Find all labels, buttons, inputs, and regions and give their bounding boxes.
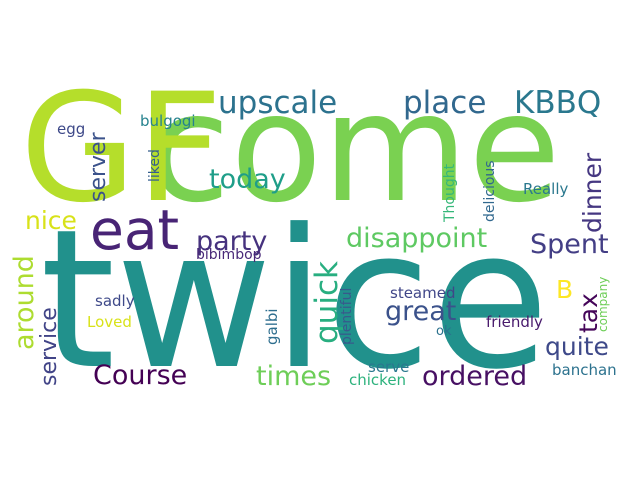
- word-service: service: [37, 307, 62, 386]
- word-kbbq: KBBQ: [514, 85, 602, 121]
- word-around: around: [9, 255, 40, 350]
- word-today: today: [209, 164, 286, 195]
- word-gf: GF: [20, 62, 223, 236]
- word-steamed: steamed: [390, 284, 456, 302]
- word-thought: Thought: [442, 163, 458, 222]
- word-bibimbop: bibimbop: [196, 247, 262, 263]
- word-eat: eat: [90, 198, 180, 262]
- word-liked: liked: [147, 149, 163, 182]
- word-chicken: chicken: [349, 371, 407, 389]
- word-really: Really: [523, 180, 569, 198]
- word-company: company: [596, 276, 610, 332]
- word-ok: ok: [436, 324, 452, 339]
- word-great: great: [385, 296, 457, 327]
- word-nice: nice: [25, 206, 77, 235]
- word-plentiful: plentiful: [339, 287, 355, 345]
- word-delicious: delicious: [482, 160, 498, 222]
- word-quite: quite: [545, 332, 609, 361]
- word-twice: twice: [40, 189, 550, 412]
- word-disappoint: disappoint: [346, 223, 488, 254]
- word-spent: Spent: [530, 229, 609, 260]
- word-ordered: ordered: [422, 361, 528, 392]
- word-b: B: [556, 275, 574, 304]
- word-bulgogi: bulgogi: [140, 112, 196, 130]
- word-party: party: [196, 226, 268, 257]
- word-course: Course: [93, 360, 188, 391]
- word-dinner: dinner: [578, 152, 607, 233]
- word-times: times: [256, 361, 332, 392]
- word-egg: egg: [57, 120, 86, 138]
- word-place: place: [403, 85, 487, 121]
- word-come: come: [148, 62, 561, 236]
- word-sadly: sadly: [95, 292, 135, 310]
- word-friendly: friendly: [486, 313, 543, 331]
- word-loved: Loved: [87, 313, 132, 331]
- word-banchan: banchan: [552, 361, 617, 379]
- word-upscale: upscale: [218, 85, 338, 121]
- word-galbi: galbi: [263, 308, 281, 345]
- word-server: server: [86, 132, 111, 202]
- word-serve: serve: [368, 358, 410, 376]
